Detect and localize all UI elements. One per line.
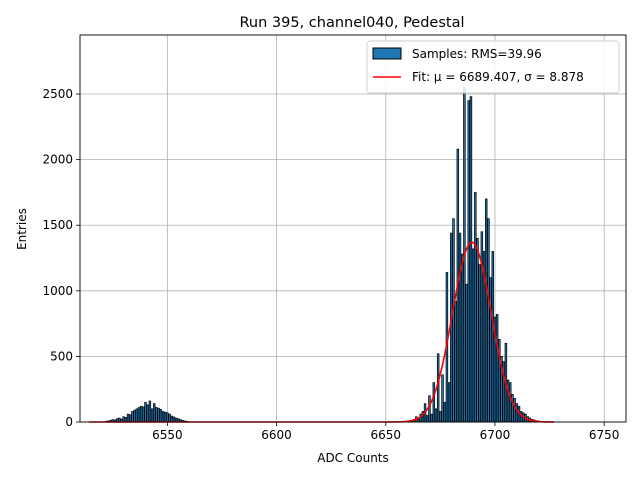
grid: [80, 35, 626, 423]
histogram-bar: [148, 400, 152, 423]
histogram-bar: [153, 403, 156, 423]
histogram-bar: [170, 415, 173, 423]
histogram-bar: [432, 382, 436, 423]
histogram-bar: [126, 413, 130, 423]
histogram-bar: [515, 403, 519, 423]
histogram-bar: [474, 192, 477, 423]
histogram-bar: [436, 353, 440, 423]
histogram-bar: [434, 408, 438, 423]
histogram-bar: [452, 218, 455, 423]
histogram-bar: [168, 413, 171, 423]
y-axis-label: Entries: [15, 208, 29, 250]
x-tick-label: 6750: [589, 428, 620, 442]
histogram-bar: [487, 218, 490, 423]
legend-box: [366, 40, 620, 94]
x-axis-label: ADC Counts: [317, 451, 389, 465]
histogram-bar: [441, 374, 444, 423]
histogram-bar: [142, 406, 145, 423]
histogram-bar: [166, 412, 169, 423]
legend-fit-label: Fit: μ = 6689.407, σ = 8.878: [412, 70, 584, 84]
histogram-bar: [460, 253, 464, 423]
histogram-bar: [159, 409, 163, 423]
x-tick-label: 6550: [152, 428, 183, 442]
legend-samples-label: Samples: RMS=39.96: [412, 47, 542, 61]
histogram-bar: [426, 415, 429, 423]
histogram-bar: [155, 407, 158, 423]
x-tick-label: 6600: [261, 428, 292, 442]
histogram-bar: [454, 300, 457, 423]
histogram-bar: [150, 408, 154, 423]
histogram-bar: [509, 382, 512, 423]
histogram-bar: [489, 277, 492, 423]
histogram-bar: [450, 232, 453, 423]
histogram-bar: [478, 264, 481, 423]
histogram-bar: [161, 411, 165, 423]
chart-title: Run 395, channel040, Pedestal: [239, 15, 464, 31]
histogram-bar: [139, 405, 143, 423]
histogram-bar: [146, 404, 149, 423]
histogram-bar: [443, 401, 446, 423]
y-tick-label: 1000: [42, 284, 73, 298]
y-tick-label: 0: [65, 415, 73, 429]
y-tick-label: 500: [50, 349, 73, 363]
histogram-bar: [430, 413, 433, 423]
histogram-bar: [465, 283, 468, 423]
plot-frame: [79, 34, 627, 423]
histogram-bar: [163, 411, 167, 423]
histogram-bar: [495, 314, 499, 423]
histogram-bar: [129, 414, 132, 423]
histogram-bar: [131, 411, 134, 423]
histogram-bar: [458, 232, 462, 423]
histogram-bar: [447, 382, 451, 423]
y-tick-label: 1500: [42, 218, 73, 232]
histogram-bar: [485, 198, 488, 423]
histogram-bar: [133, 409, 136, 423]
legend-samples-swatch: [372, 47, 402, 60]
histogram-bar: [491, 251, 494, 423]
histogram-bar: [519, 411, 523, 423]
y-tick-label: 2500: [42, 87, 73, 101]
y-axis-ticks: 0 500 1000 1500 2000 2500: [42, 87, 80, 429]
histogram-bar: [476, 237, 479, 423]
legend: Samples: RMS=39.96 Fit: μ = 6689.407, σ …: [366, 40, 620, 94]
histogram-bar: [467, 100, 470, 423]
histogram-bar: [428, 395, 431, 423]
histogram-bars: [104, 87, 543, 423]
histogram-bar: [157, 407, 160, 423]
histogram-bar: [513, 398, 516, 423]
histogram-bar: [144, 401, 147, 423]
histogram-bar: [135, 408, 139, 423]
x-axis-ticks: 6550 6600 6650 6700 6750: [152, 422, 619, 442]
y-tick-label: 2000: [42, 153, 73, 167]
histogram-bar: [469, 96, 473, 423]
histogram-bar: [439, 411, 442, 423]
histogram-bar: [471, 248, 475, 423]
x-tick-label: 6650: [370, 428, 401, 442]
histogram-bar: [137, 407, 141, 423]
x-tick-label: 6700: [480, 428, 511, 442]
